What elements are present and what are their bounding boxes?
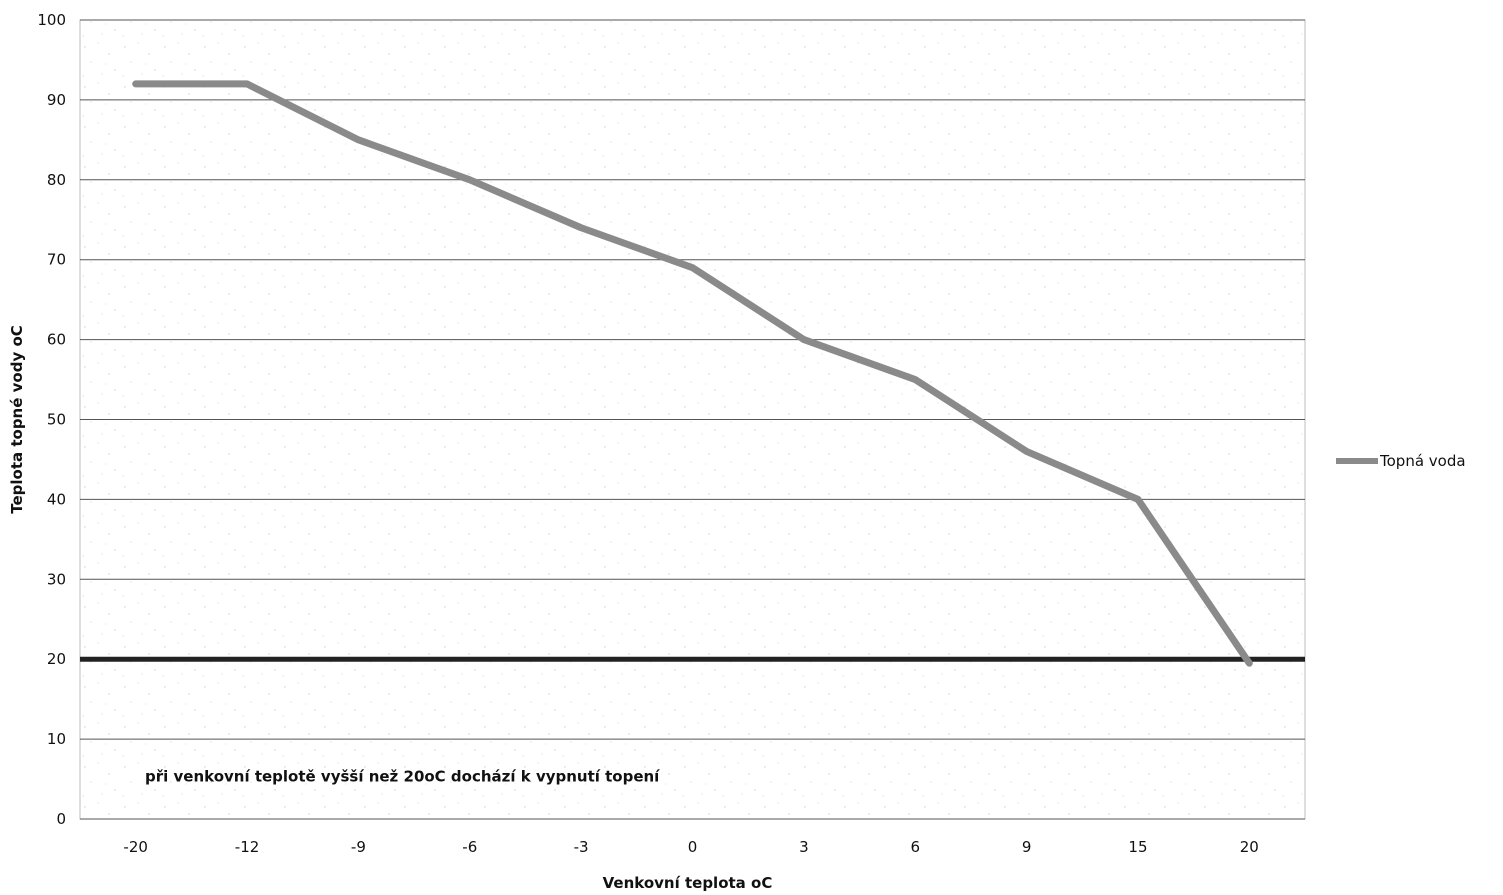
x-tick-label: 6 xyxy=(910,838,920,856)
x-tick-label: 15 xyxy=(1128,838,1147,856)
x-tick-label: -6 xyxy=(462,838,477,856)
x-axis-title: Venkovní teplota oC xyxy=(603,874,773,892)
y-axis-title: Teplota topné vody oC xyxy=(8,325,26,514)
y-tick-label: 80 xyxy=(47,171,66,189)
y-tick-label: 70 xyxy=(47,251,66,269)
y-tick-label: 30 xyxy=(47,570,66,588)
y-tick-labels: 0 10 20 30 40 50 60 70 80 90 100 xyxy=(37,11,66,828)
y-tick-label: 40 xyxy=(47,490,66,508)
y-tick-label: 60 xyxy=(47,331,66,349)
x-tick-label: 0 xyxy=(688,838,698,856)
legend-label: Topná voda xyxy=(1379,452,1466,470)
legend: Topná voda xyxy=(1336,452,1466,470)
x-tick-label: 20 xyxy=(1240,838,1259,856)
y-tick-label: 20 xyxy=(47,650,66,668)
x-tick-label: 9 xyxy=(1022,838,1032,856)
x-tick-label: 3 xyxy=(799,838,809,856)
y-tick-label: 90 xyxy=(47,91,66,109)
y-tick-label: 50 xyxy=(47,411,66,429)
y-tick-label: 10 xyxy=(47,730,66,748)
x-tick-label: -3 xyxy=(574,838,589,856)
x-tick-labels: -20 -12 -9 -6 -3 0 3 6 9 15 20 xyxy=(123,838,1258,856)
x-tick-label: -9 xyxy=(351,838,366,856)
y-tick-label: 0 xyxy=(56,810,66,828)
y-tick-label: 100 xyxy=(37,11,66,29)
x-tick-label: -12 xyxy=(235,838,260,856)
x-tick-label: -20 xyxy=(123,838,148,856)
annotation-text: při venkovní teplotě vyšší než 20oC doch… xyxy=(145,767,660,785)
